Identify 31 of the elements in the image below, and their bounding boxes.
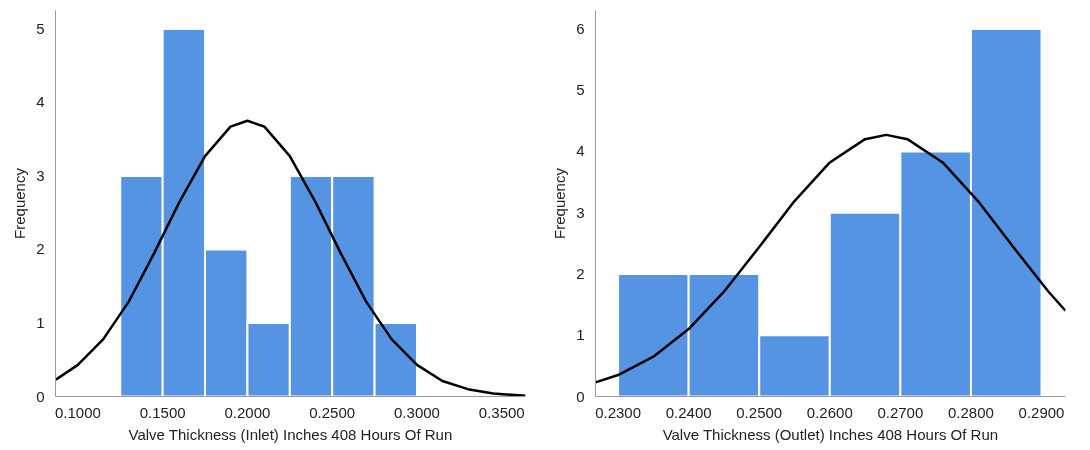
x-tick-label: 0.3000 xyxy=(394,403,440,421)
x-tick-label: 0.1500 xyxy=(139,403,186,421)
x-tick-label: 0.2400 xyxy=(665,403,712,421)
y-tick-label: 0 xyxy=(576,387,585,405)
x-tick-label: 0.2300 xyxy=(595,403,642,421)
y-tick-label: 4 xyxy=(36,93,45,111)
y-tick-label: 5 xyxy=(576,81,585,99)
y-tick-label: 2 xyxy=(576,264,585,282)
y-tick-label: 6 xyxy=(576,19,585,37)
x-tick-label: 0.2000 xyxy=(224,403,271,421)
y-tick-label: 4 xyxy=(576,142,585,160)
y-tick-label: 0 xyxy=(36,387,45,405)
y-tick-label: 1 xyxy=(576,326,585,344)
x-tick-label: 0.2900 xyxy=(1018,403,1065,421)
x-tick-label: 0.3500 xyxy=(478,403,525,421)
line-series xyxy=(595,133,1066,384)
x-tick-label: 0.2800 xyxy=(948,403,994,421)
y-tick-label: 2 xyxy=(36,240,45,258)
x-tick-label: 0.1000 xyxy=(54,403,101,421)
y-tick-label: 1 xyxy=(36,313,45,331)
x-axis-title: Valve Thickness (Inlet) Inches 408 Hours Of Run xyxy=(128,425,453,443)
x-tick-label: 0.2600 xyxy=(806,403,853,421)
y-axis-title: Frequency xyxy=(551,167,569,239)
x-tick-label: 0.2700 xyxy=(877,403,924,421)
x-tick-label: 0.2500 xyxy=(309,403,356,421)
y-axis-title: Frequency xyxy=(11,167,29,239)
y-tick-label: 5 xyxy=(36,19,45,37)
y-tick-label: 3 xyxy=(576,203,585,221)
x-axis-title: Valve Thickness (Outlet) Inches 408 Hours Of Run xyxy=(662,425,999,443)
y-tick-label: 3 xyxy=(36,166,45,184)
x-tick-label: 0.2500 xyxy=(736,403,783,421)
